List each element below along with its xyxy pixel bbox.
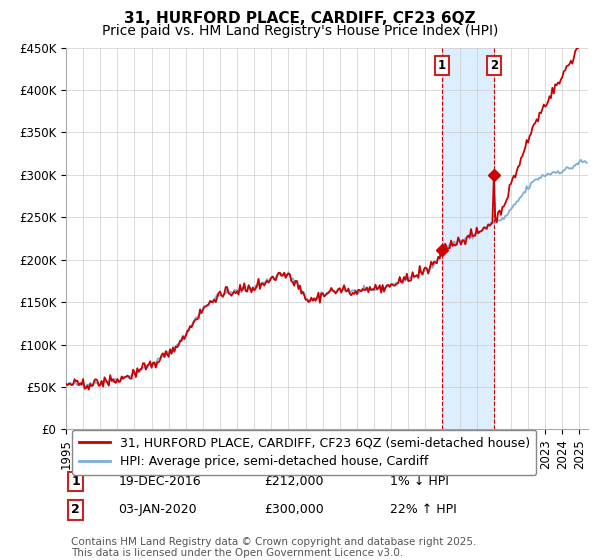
Text: 2: 2	[490, 59, 498, 72]
Text: 22% ↑ HPI: 22% ↑ HPI	[389, 503, 457, 516]
Legend: 31, HURFORD PLACE, CARDIFF, CF23 6QZ (semi-detached house), HPI: Average price, : 31, HURFORD PLACE, CARDIFF, CF23 6QZ (se…	[72, 430, 536, 474]
Text: 19-DEC-2016: 19-DEC-2016	[118, 475, 201, 488]
Text: £212,000: £212,000	[265, 475, 324, 488]
Text: Price paid vs. HM Land Registry's House Price Index (HPI): Price paid vs. HM Land Registry's House …	[102, 24, 498, 38]
Text: 1% ↓ HPI: 1% ↓ HPI	[389, 475, 449, 488]
Text: 31, HURFORD PLACE, CARDIFF, CF23 6QZ: 31, HURFORD PLACE, CARDIFF, CF23 6QZ	[124, 11, 476, 26]
Text: 1: 1	[71, 475, 80, 488]
Text: 03-JAN-2020: 03-JAN-2020	[118, 503, 197, 516]
Text: 2: 2	[71, 503, 80, 516]
Text: 1: 1	[438, 59, 446, 72]
Text: Contains HM Land Registry data © Crown copyright and database right 2025.
This d: Contains HM Land Registry data © Crown c…	[71, 537, 476, 558]
Text: £300,000: £300,000	[265, 503, 324, 516]
Bar	[442, 48, 494, 430]
